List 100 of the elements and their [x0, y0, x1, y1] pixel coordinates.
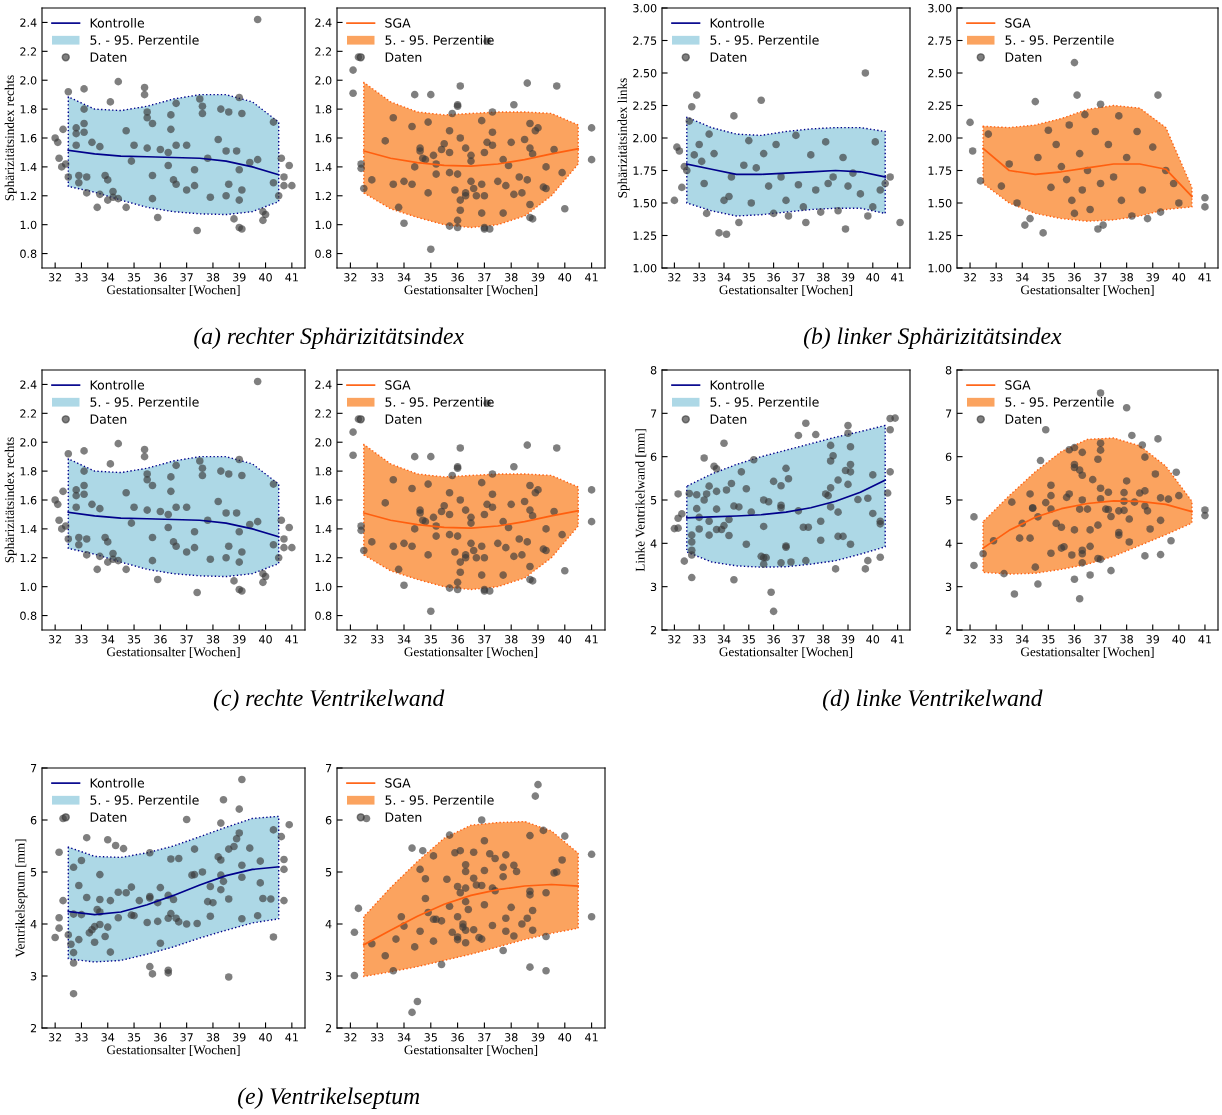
y-tick-label: 1.75: [633, 166, 657, 175]
point: [678, 183, 686, 192]
y-tick-label: 0.8: [315, 611, 332, 620]
point: [1154, 91, 1162, 99]
x-tick-label: 41: [891, 273, 904, 282]
y-tick-label: 3: [30, 971, 37, 981]
point: [675, 147, 684, 155]
legend-label: SGA: [1005, 18, 1031, 28]
text: (a) rechter Sphärizitätsindex: [194, 327, 464, 349]
x-tick-label: 36: [767, 273, 780, 282]
text: (b) linker Sphärizitätsindex: [803, 327, 1062, 349]
y-tick-label: 2.4: [20, 18, 37, 27]
y-tick-label: 8: [650, 365, 657, 375]
x-tick-label: 38: [816, 635, 830, 644]
text: (c) rechte Ventrikelwand: [213, 689, 445, 711]
legend-label: Kontrolle: [710, 18, 765, 28]
y-axis-title: Sphärizitätsindex rechts: [4, 75, 17, 201]
legend-label: Daten: [1005, 52, 1042, 62]
x-tick-label: 35: [127, 273, 141, 282]
legend-label: 5. - 95. Perzentile: [90, 397, 199, 407]
y-tick-label: 4: [945, 539, 952, 548]
x-tick-label: 32: [963, 635, 977, 644]
y-tick-label: 6: [650, 452, 657, 462]
legend-label: Daten: [90, 812, 127, 822]
x-tick-label: 36: [1068, 273, 1081, 282]
y-tick-label: 2.25: [928, 101, 952, 110]
x-tick-label: 38: [504, 273, 518, 282]
x-tick-label: 33: [989, 635, 1003, 644]
x-tick-label: 41: [891, 635, 904, 644]
y-tick-label: 3.00: [928, 3, 952, 13]
legend-label: Daten: [90, 414, 127, 424]
text: (d) linke Ventrikelwand: [823, 689, 1043, 711]
x-tick-label: 36: [154, 635, 167, 644]
point: [1073, 91, 1081, 99]
x-tick-label: 40: [1172, 273, 1186, 282]
y-tick-label: 1.2: [315, 191, 332, 200]
y-axis-title: Linke Ventrikelwand [mm]: [635, 429, 647, 572]
x-tick-label: 38: [504, 1033, 518, 1042]
legend-label: Daten: [385, 414, 422, 424]
y-tick-label: 1.8: [20, 467, 37, 476]
y-tick-label: 1.0: [20, 582, 37, 592]
point: [896, 218, 904, 227]
x-tick-label: 39: [233, 273, 246, 282]
x-axis-title: Gestationsalter [Wochen]: [719, 647, 853, 658]
x-tick-label: 32: [48, 1033, 62, 1042]
y-tick-label: 2: [945, 625, 952, 635]
x-tick-label: 33: [75, 1033, 88, 1042]
legend-label: Kontrolle: [90, 380, 145, 390]
y-tick-label: 2.0: [20, 76, 37, 85]
y-tick-label: 3.00: [633, 3, 657, 13]
x-tick-label: 39: [841, 273, 855, 282]
legend-label: Daten: [385, 52, 422, 62]
x-tick-label: 37: [180, 1033, 193, 1042]
legend-label: 5. - 95. Perzentile: [710, 35, 819, 45]
y-tick-label: 6: [325, 815, 332, 825]
y-tick-label: 1.4: [20, 163, 37, 172]
point: [1094, 225, 1102, 233]
y-tick-label: 2.2: [315, 409, 332, 418]
x-tick-label: 40: [866, 635, 880, 644]
y-tick-label: 2.00: [928, 133, 952, 143]
x-tick-label: 34: [717, 273, 731, 282]
x-tick-label: 41: [585, 273, 598, 282]
y-tick-label: 1.2: [20, 553, 37, 562]
x-tick-label: 34: [397, 635, 411, 644]
x-tick-label: 35: [424, 273, 437, 282]
x-tick-label: 39: [531, 635, 545, 644]
y-tick-label: 5: [30, 868, 37, 877]
point: [1039, 229, 1047, 237]
y-tick-label: 4: [650, 539, 657, 548]
x-tick-label: 33: [989, 273, 1003, 282]
legend-label: Daten: [90, 52, 127, 62]
x-tick-label: 33: [692, 273, 706, 282]
y-tick-label: 1.2: [315, 553, 332, 562]
x-tick-label: 33: [692, 635, 706, 644]
x-tick-label: 41: [1198, 273, 1211, 282]
y-tick-label: 2.4: [315, 18, 332, 27]
x-tick-label: 34: [101, 273, 115, 282]
point: [715, 229, 723, 237]
y-tick-label: 1.8: [315, 467, 332, 476]
x-axis-title: Gestationsalter [Wochen]: [106, 647, 240, 658]
y-tick-label: 7: [325, 764, 332, 773]
legend-label: Kontrolle: [90, 778, 145, 788]
x-tick-label: 34: [717, 635, 731, 644]
y-tick-label: 2.75: [928, 36, 952, 45]
x-tick-label: 36: [451, 1033, 464, 1042]
y-tick-label: 1.6: [20, 495, 37, 505]
x-axis-title: Gestationsalter [Wochen]: [106, 285, 240, 296]
y-tick-label: 8: [945, 365, 952, 375]
y-tick-label: 1.25: [633, 231, 657, 240]
legend-label: 5. - 95. Perzentile: [90, 795, 199, 805]
x-tick-label: 40: [259, 1033, 272, 1042]
x-tick-label: 37: [1094, 635, 1107, 644]
x-tick-label: 39: [1146, 273, 1160, 282]
legend-label: SGA: [385, 18, 411, 28]
y-tick-label: 2.50: [928, 68, 952, 78]
x-tick-label: 36: [451, 635, 464, 644]
x-tick-label: 32: [668, 273, 681, 282]
point: [861, 69, 870, 77]
x-tick-label: 37: [792, 273, 805, 282]
y-tick-label: 0.8: [20, 611, 37, 620]
